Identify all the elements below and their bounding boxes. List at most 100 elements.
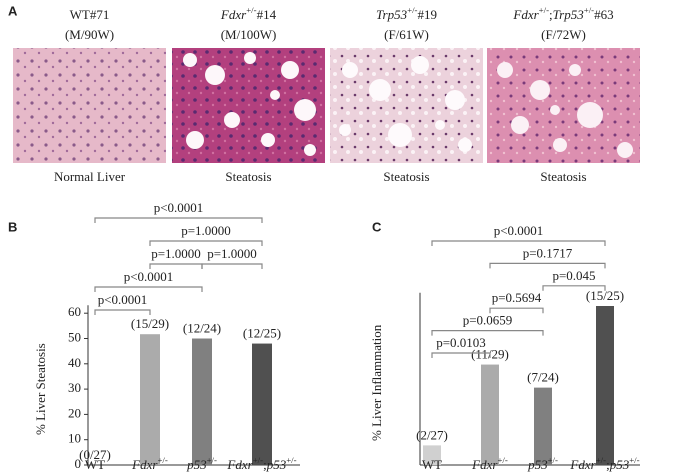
significance-bracket	[489, 307, 544, 314]
text-segment: +/-	[286, 455, 296, 465]
image-subtitle: (F/72W)	[541, 27, 586, 42]
value-label: (0/27)	[79, 447, 111, 462]
x-tick-label: WT	[85, 457, 105, 472]
significance-bracket	[94, 309, 151, 315]
p-value: p=0.0659	[463, 313, 513, 328]
text-segment: +/-	[548, 455, 558, 465]
image-subtitle: (F/61W)	[384, 27, 429, 42]
text-segment: Fdxr	[131, 457, 158, 472]
histology-image	[487, 48, 640, 163]
text-segment: p53	[266, 457, 287, 472]
text-segment: ;	[549, 7, 553, 22]
y-tick-label: 60	[68, 304, 81, 319]
image-title: Fdxr+/-#14	[220, 5, 277, 22]
y-tick-label: 0	[75, 456, 82, 471]
text-segment: p53	[609, 457, 630, 472]
text-segment: +/-	[596, 455, 606, 465]
value-label: (7/24)	[527, 370, 559, 385]
text-segment: ;	[606, 457, 610, 472]
histology-image	[13, 48, 166, 163]
panel-label: B	[8, 219, 17, 234]
text-segment: p53	[527, 457, 548, 472]
text-segment: Fdxr	[220, 7, 247, 22]
image-caption: Steatosis	[225, 169, 271, 184]
text-segment: +/-	[539, 5, 549, 15]
image-caption: Normal Liver	[54, 169, 126, 184]
image-title: WT#71	[70, 7, 110, 22]
text-segment: +/-	[207, 455, 217, 465]
bar	[534, 387, 552, 465]
histology-image	[172, 48, 325, 163]
text-segment: Fdxr	[512, 7, 539, 22]
y-tick-label: 20	[68, 405, 81, 420]
text-segment: +/-	[629, 455, 639, 465]
value-label: (15/29)	[131, 316, 169, 331]
x-tick-label: WT	[422, 457, 442, 472]
x-tick-label: p53+/-	[186, 455, 217, 472]
text-segment: +/-	[246, 5, 256, 15]
p-value: p=0.5694	[492, 290, 542, 305]
panel-label: C	[372, 219, 382, 234]
y-tick-label: 30	[68, 380, 81, 395]
p-value: p<0.0001	[98, 292, 148, 307]
significance-bracket	[489, 262, 606, 269]
bar	[596, 306, 614, 465]
text-segment: Fdxr	[569, 457, 596, 472]
text-segment: Fdxr	[226, 457, 253, 472]
bar	[252, 343, 272, 465]
text-segment: +/-	[497, 455, 507, 465]
text-segment: +/-	[584, 5, 594, 15]
image-subtitle: (M/100W)	[221, 27, 277, 42]
p-value: p=1.0000	[207, 246, 257, 261]
significance-bracket	[431, 240, 606, 246]
text-segment: #19	[417, 7, 437, 22]
significance-bracket	[149, 240, 263, 246]
x-tick-label: p53+/-	[527, 455, 558, 472]
text-segment: Trp53	[376, 7, 408, 22]
significance-bracket	[201, 263, 263, 269]
p-value: p<0.0001	[124, 269, 174, 284]
y-tick-label: 10	[68, 431, 81, 446]
x-tick-label: Fdxr+/-	[131, 455, 168, 472]
value-label: (12/24)	[183, 320, 221, 335]
x-tick-label: Fdxr+/-;p53+/-	[226, 455, 296, 472]
p-value: p=0.0103	[436, 335, 486, 350]
bar	[140, 334, 160, 465]
value-label: (2/27)	[416, 427, 448, 442]
value-label: (12/25)	[243, 326, 281, 341]
y-axis-label: % Liver Steatosis	[33, 343, 48, 435]
panel-label: A	[8, 3, 18, 18]
p-value: p<0.0001	[154, 200, 204, 215]
text-segment: Trp53	[553, 7, 585, 22]
text-segment: WT	[85, 457, 105, 472]
text-segment: #63	[594, 7, 614, 22]
text-segment: WT#71	[70, 7, 110, 22]
significance-bracket	[431, 330, 544, 336]
value-label: (15/25)	[586, 288, 624, 303]
text-segment: p53	[186, 457, 207, 472]
histology-images	[13, 48, 640, 163]
text-segment: WT	[422, 457, 442, 472]
image-caption: Steatosis	[540, 169, 586, 184]
significance-bracket	[94, 286, 203, 292]
image-title: Fdxr+/-;Trp53+/-#63	[512, 5, 613, 22]
y-tick-label: 50	[68, 329, 81, 344]
text-segment: +/-	[407, 5, 417, 15]
x-tick-label: Fdxr+/-	[471, 455, 508, 472]
significance-bracket	[542, 285, 606, 291]
significance-bracket	[94, 217, 263, 223]
p-value: p=0.045	[552, 268, 595, 283]
p-value: p=1.0000	[151, 246, 201, 261]
y-tick-label: 40	[68, 355, 81, 370]
image-title: Trp53+/-#19	[376, 5, 437, 22]
bar	[481, 364, 499, 465]
text-segment: Fdxr	[471, 457, 498, 472]
bar	[192, 338, 212, 465]
text-segment: +/-	[253, 455, 263, 465]
image-caption: Steatosis	[383, 169, 429, 184]
text-segment: +/-	[157, 455, 167, 465]
significance-bracket	[431, 352, 491, 358]
p-value: p=0.1717	[523, 245, 573, 260]
bar	[423, 445, 441, 465]
